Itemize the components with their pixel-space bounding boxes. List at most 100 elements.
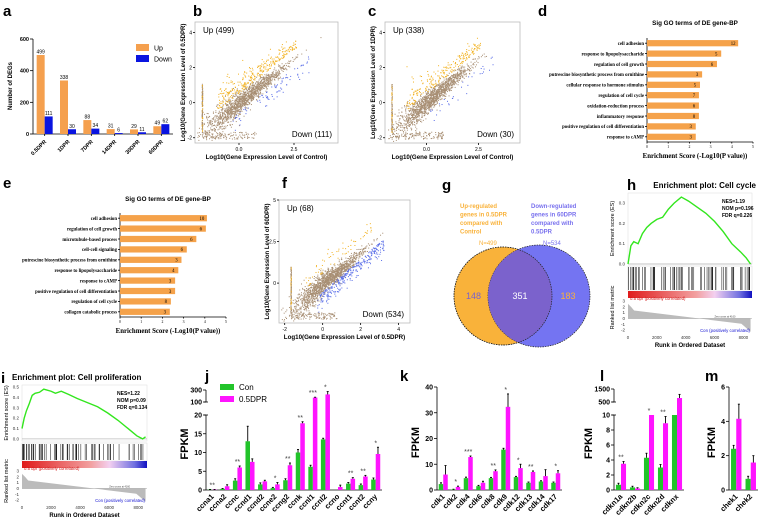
scatter-point xyxy=(473,43,475,45)
scatter-point xyxy=(410,112,412,114)
scatter-point xyxy=(216,122,218,124)
scatter-point xyxy=(423,110,425,112)
scatter-point xyxy=(218,102,220,104)
scatter-point xyxy=(305,49,307,51)
scatter-point xyxy=(249,109,251,111)
scatter-point xyxy=(462,81,464,83)
scatter-point xyxy=(322,275,324,277)
scatter-point xyxy=(223,125,225,127)
scatter-point xyxy=(260,85,262,87)
scatter-point xyxy=(413,113,415,115)
scatter-point xyxy=(446,74,448,76)
scatter-point xyxy=(233,104,235,106)
scatter-point xyxy=(238,100,240,102)
scatter-point xyxy=(258,86,260,88)
scatter-point xyxy=(391,93,393,95)
scatter-point xyxy=(463,77,465,79)
scatter-point xyxy=(331,282,333,284)
scatter-point xyxy=(353,261,355,263)
scatter-point xyxy=(441,90,443,92)
scatter-point xyxy=(470,49,472,51)
scatter-point xyxy=(262,64,264,66)
scatter-point xyxy=(228,101,230,103)
scatter-point xyxy=(312,305,314,307)
scatter-point xyxy=(201,83,203,85)
scatter-point xyxy=(435,91,437,93)
scatter-point xyxy=(451,77,453,79)
scatter-point xyxy=(202,118,204,120)
scatter-point xyxy=(263,81,265,83)
scatter-point xyxy=(281,51,283,53)
scatter-point xyxy=(217,107,219,109)
y-tick-label: 4 xyxy=(379,31,382,37)
scatter-point xyxy=(342,263,344,265)
scatter-point xyxy=(324,283,326,285)
scatter-point xyxy=(408,115,410,117)
scatter-point xyxy=(401,116,403,118)
scatter-point xyxy=(248,102,250,104)
scatter-point xyxy=(435,93,437,95)
scatter-point xyxy=(261,74,263,76)
scatter-point xyxy=(306,289,308,291)
scatter-point xyxy=(298,305,300,307)
scatter-point xyxy=(278,71,280,73)
scatter-point xyxy=(472,62,474,64)
scatter-point xyxy=(231,111,233,113)
scatter-point xyxy=(288,63,290,65)
bar-down xyxy=(44,116,53,134)
scatter-point xyxy=(455,62,457,64)
scatter-point xyxy=(419,75,421,77)
scatter-point xyxy=(212,123,214,125)
scatter-point xyxy=(459,56,461,58)
scatter-point xyxy=(392,132,394,134)
scatter-point xyxy=(241,96,243,98)
scatter-point xyxy=(457,81,459,83)
scatter-point xyxy=(461,61,463,63)
scatter-point xyxy=(236,95,238,97)
scatter-point xyxy=(282,47,284,49)
scatter-point xyxy=(245,88,247,90)
scatter-point xyxy=(311,295,313,297)
scatter-point xyxy=(223,97,225,99)
scatter-point xyxy=(262,76,264,78)
scatter-point xyxy=(290,60,292,62)
scatter-point xyxy=(217,107,219,109)
scatter-point xyxy=(238,101,240,103)
scatter-point xyxy=(274,60,276,62)
scatter-point xyxy=(219,127,221,129)
scatter-point xyxy=(438,96,440,98)
scatter-point xyxy=(266,77,268,79)
scatter-point xyxy=(227,110,229,112)
scatter-point xyxy=(227,100,229,102)
scatter-point xyxy=(415,130,417,132)
scatter-point xyxy=(414,118,416,120)
scatter-point xyxy=(410,133,412,135)
scatter-point xyxy=(405,132,407,134)
scatter-point xyxy=(295,309,297,311)
scatter-point xyxy=(434,93,436,95)
scatter-point xyxy=(217,115,219,117)
scatter-point xyxy=(215,128,217,130)
scatter-point xyxy=(426,97,428,99)
scatter-point xyxy=(413,92,415,94)
scatter-point xyxy=(434,88,436,90)
scatter-point xyxy=(395,136,397,138)
scatter-point xyxy=(391,109,393,111)
scatter-point xyxy=(411,135,413,137)
scatter-point xyxy=(225,115,227,117)
scatter-point xyxy=(260,77,262,79)
scatter-point xyxy=(457,84,459,86)
scatter-point xyxy=(281,78,283,80)
scatter-point xyxy=(405,106,407,108)
scatter-point xyxy=(427,80,429,82)
scatter-point xyxy=(440,77,442,79)
scatter-point xyxy=(444,91,446,93)
scatter-point xyxy=(224,113,226,115)
scatter-point xyxy=(429,97,431,99)
scatter-point xyxy=(448,81,450,83)
scatter-point xyxy=(320,37,322,39)
scatter-point xyxy=(224,108,226,110)
scatter-point xyxy=(290,311,292,313)
scatter-point xyxy=(397,123,399,125)
scatter-point xyxy=(226,111,228,113)
